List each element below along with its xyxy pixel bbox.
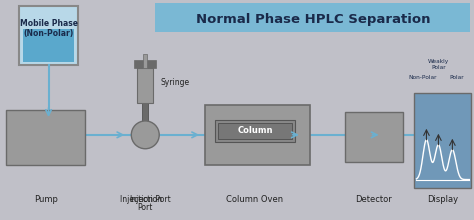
Bar [218, 123, 292, 139]
Bar [134, 60, 156, 68]
Bar [6, 110, 85, 165]
Bar [18, 6, 79, 65]
Bar [345, 112, 402, 162]
Bar [23, 29, 74, 62]
Text: Column: Column [237, 126, 273, 135]
Text: Syringe: Syringe [160, 78, 189, 87]
Bar [205, 105, 310, 165]
Bar [143, 54, 147, 68]
Text: Weakly
Polar: Weakly Polar [428, 59, 449, 70]
Text: Normal Phase HPLC Separation: Normal Phase HPLC Separation [196, 13, 430, 26]
Circle shape [131, 121, 159, 149]
Text: Mobile Phase
(Non-Polar): Mobile Phase (Non-Polar) [19, 18, 78, 38]
Text: Detector: Detector [355, 195, 392, 204]
Text: Column Oven: Column Oven [227, 195, 283, 204]
Bar [155, 3, 470, 33]
Bar [414, 93, 471, 187]
Text: Injection Port: Injection Port [120, 195, 171, 204]
Bar [215, 120, 295, 142]
Text: Non-Polar: Non-Polar [408, 75, 437, 80]
Bar [137, 68, 153, 103]
Text: Port: Port [137, 204, 153, 212]
Text: Pump: Pump [34, 195, 57, 204]
Bar [142, 95, 148, 135]
Text: Display: Display [428, 195, 458, 204]
Text: Injection: Injection [129, 195, 162, 204]
Text: Polar: Polar [449, 75, 464, 80]
